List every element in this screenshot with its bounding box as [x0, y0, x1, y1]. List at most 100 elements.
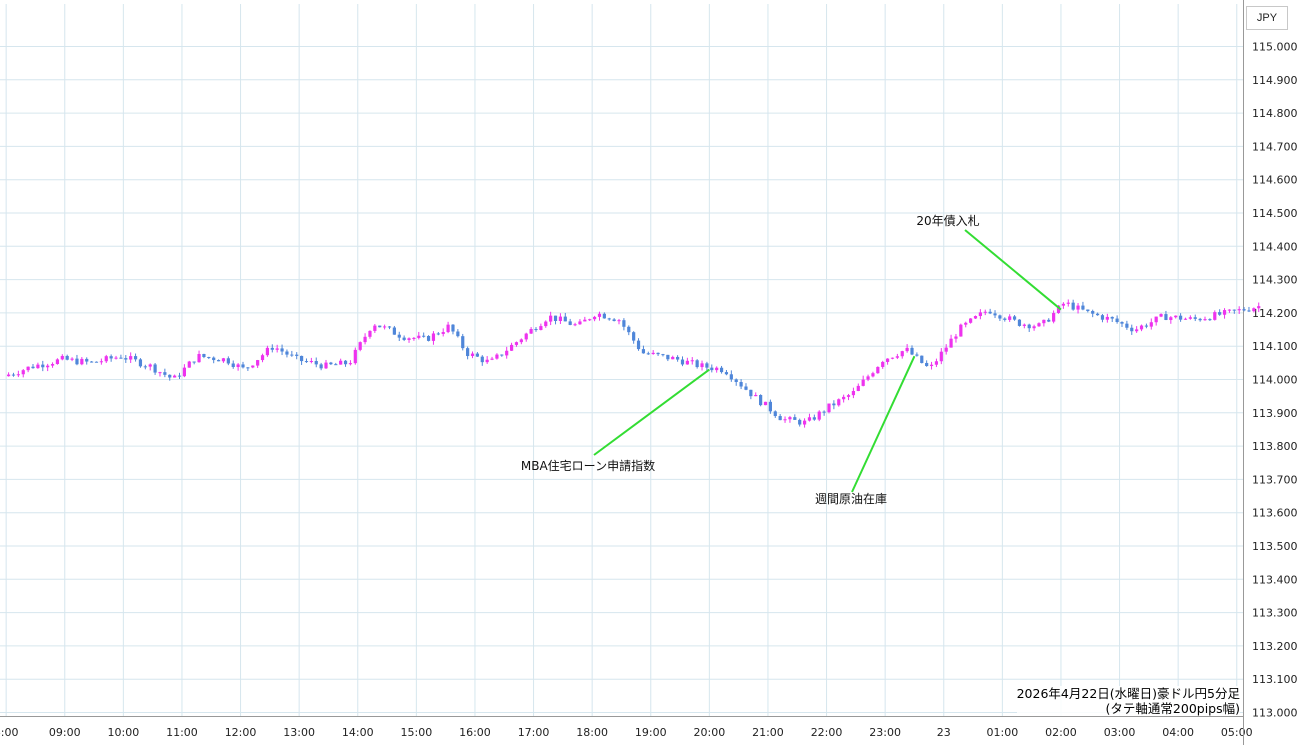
candle	[817, 410, 821, 422]
candle	[285, 349, 289, 358]
caption-line-1: 2026年4月22日(水曜日)豪ドル円5分足	[1016, 686, 1240, 701]
candle-body	[1008, 316, 1012, 320]
candle	[646, 351, 650, 355]
candle-body	[832, 403, 836, 406]
candle-body	[905, 347, 909, 352]
x-tick-label: 16:00	[459, 726, 491, 739]
candle-body	[475, 353, 479, 357]
candle-body	[65, 355, 69, 360]
x-tick-label: 04:00	[1162, 726, 1194, 739]
candle	[1232, 309, 1236, 314]
x-tick-label: 05:00	[1221, 726, 1253, 739]
candle	[1120, 321, 1124, 328]
candle-body	[1227, 309, 1232, 311]
y-tick-label: 113.300	[1252, 607, 1298, 620]
candle-body	[666, 354, 670, 360]
candle-body	[578, 321, 582, 325]
candle-body	[1149, 322, 1153, 327]
candle-body	[969, 318, 973, 323]
candle	[939, 348, 943, 365]
x-tick-label: 23:00	[869, 726, 901, 739]
candle	[1047, 318, 1051, 323]
candle	[900, 350, 904, 359]
candle-body	[495, 354, 499, 359]
x-tick-label: 09:00	[49, 726, 81, 739]
candle-body	[1032, 326, 1036, 329]
candle-body	[422, 335, 426, 337]
candle	[280, 344, 284, 356]
candle-body	[568, 321, 572, 325]
candle	[1052, 310, 1056, 324]
candle	[1017, 319, 1022, 327]
candle-body	[1047, 319, 1051, 322]
candle-body	[1071, 302, 1075, 310]
candle	[1061, 302, 1065, 309]
candle	[1027, 323, 1031, 332]
candle	[1164, 310, 1168, 321]
currency-label[interactable]: JPY	[1246, 6, 1288, 30]
candle-body	[197, 353, 201, 363]
candle	[934, 358, 939, 368]
candle-body	[793, 417, 797, 420]
candle	[500, 354, 504, 357]
candle	[597, 311, 602, 321]
candle-body	[75, 358, 79, 365]
candle	[392, 325, 396, 335]
candle	[754, 392, 758, 397]
candle	[1222, 308, 1227, 319]
y-tick-label: 114.300	[1252, 274, 1298, 287]
candle-body	[509, 344, 514, 351]
candle	[402, 335, 406, 342]
x-tick-label: 14:00	[342, 726, 374, 739]
candle-body	[920, 355, 924, 363]
annotation: MBA住宅ローン申請指数	[521, 368, 710, 473]
candle	[846, 393, 851, 401]
candle-body	[1135, 329, 1139, 332]
candle	[973, 315, 978, 319]
candle-body	[343, 360, 348, 365]
candle-body	[881, 361, 885, 367]
candle	[256, 359, 260, 368]
candle	[1003, 317, 1007, 322]
x-tick-label: 20:00	[694, 726, 726, 739]
candle	[373, 323, 377, 333]
candle-body	[216, 360, 221, 362]
candle-body	[964, 322, 968, 325]
candle-body	[1174, 315, 1178, 318]
candle	[334, 362, 338, 366]
candle	[534, 327, 538, 332]
candle	[1042, 319, 1046, 327]
candle	[168, 374, 172, 381]
candle	[1095, 312, 1100, 316]
candle-body	[334, 364, 338, 366]
candle-body	[1095, 313, 1100, 316]
y-tick-label: 114.200	[1252, 307, 1298, 320]
candle	[1022, 323, 1026, 329]
candle	[197, 350, 201, 363]
annotation-leader-line	[851, 355, 916, 493]
x-tick-label: 10:00	[108, 726, 140, 739]
candle	[1203, 316, 1207, 321]
candle	[729, 370, 733, 382]
candle	[798, 418, 802, 427]
candle-body	[1159, 314, 1163, 317]
candle-body	[592, 316, 597, 320]
y-tick-label: 114.900	[1252, 74, 1298, 87]
candle-body	[573, 324, 577, 326]
candle-body	[563, 316, 567, 322]
annotation: 20年債入札	[916, 213, 1062, 311]
candle	[676, 355, 680, 362]
candle-body	[1198, 318, 1202, 321]
candle	[387, 326, 392, 330]
candle-body	[236, 364, 240, 368]
candle-body	[890, 357, 895, 359]
candle	[553, 315, 558, 325]
candle	[837, 398, 841, 407]
candle-body	[163, 372, 167, 375]
candle-body	[1144, 325, 1149, 327]
x-tick-label: 18:00	[576, 726, 608, 739]
candle	[358, 341, 362, 352]
candle-body	[90, 361, 94, 363]
candle	[417, 331, 421, 340]
